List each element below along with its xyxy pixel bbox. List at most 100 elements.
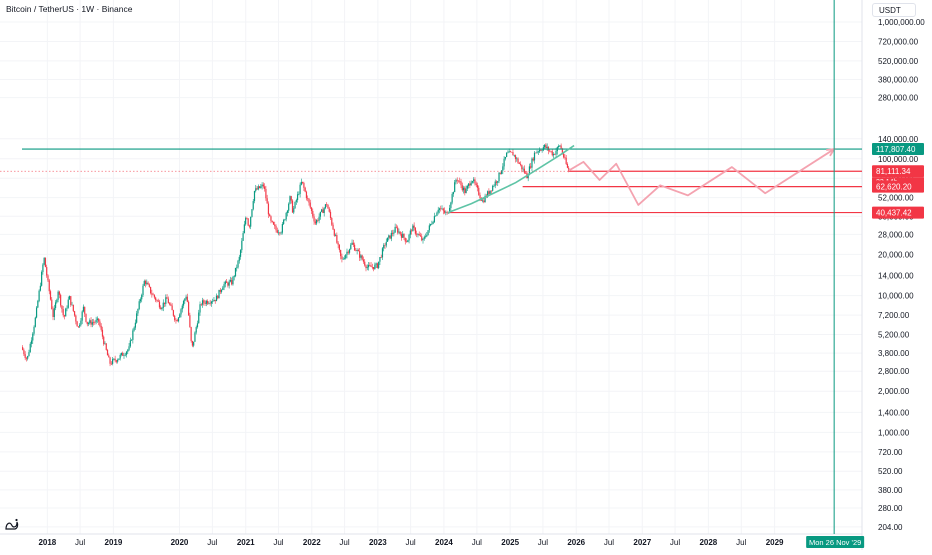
candle-body — [191, 340, 194, 346]
candle-body — [446, 212, 448, 214]
candle-body — [215, 295, 218, 302]
candle-body — [545, 144, 547, 148]
candle-body — [163, 302, 166, 304]
candle-body — [470, 182, 472, 186]
candle-body — [466, 185, 468, 189]
candle-body — [246, 218, 248, 219]
candle-body — [169, 303, 171, 305]
candle-body — [563, 153, 565, 158]
candle-body — [298, 193, 300, 195]
candle-body — [181, 305, 183, 310]
candle-body — [371, 266, 373, 268]
candle-body — [412, 225, 414, 232]
candle-body — [51, 299, 53, 310]
candle-body — [321, 209, 323, 212]
candle-body — [231, 280, 233, 285]
candle-body — [96, 318, 98, 320]
candle-body — [345, 254, 347, 259]
candle-body — [224, 281, 226, 285]
price-label-box — [872, 143, 924, 156]
price-label-text: 81,111.34 — [876, 167, 911, 176]
candle-body — [213, 299, 215, 302]
candle-body — [106, 349, 109, 356]
candle-body — [84, 306, 86, 314]
price-tick-label: 520,000.00 — [878, 57, 919, 66]
candle-body — [419, 235, 422, 237]
candle-body — [280, 232, 282, 234]
candle-body — [144, 280, 147, 284]
candle-body — [428, 225, 430, 231]
candle-body — [333, 229, 335, 236]
currency-selector[interactable]: USDT — [872, 3, 916, 17]
candle-body — [146, 282, 148, 284]
candle-body — [265, 188, 267, 199]
price-tick-label: 280.00 — [878, 504, 903, 513]
candle-body — [353, 244, 356, 251]
candle-body — [460, 181, 462, 186]
time-tick-label: 2023 — [369, 538, 387, 547]
candle-body — [25, 357, 28, 359]
price-tick-label: 720.00 — [878, 448, 903, 457]
candle-body — [348, 249, 351, 253]
candle-body — [449, 207, 451, 213]
candle-body — [86, 321, 88, 325]
candle-body — [103, 336, 105, 345]
candle-body — [402, 233, 404, 238]
candle-body — [308, 198, 310, 203]
candle-body — [362, 259, 365, 262]
candle-body — [66, 307, 68, 309]
price-tick-label: 380.00 — [878, 486, 903, 495]
candle-body — [464, 187, 466, 194]
candle-body — [274, 224, 276, 227]
candle-body — [28, 352, 30, 357]
candle-body — [375, 263, 377, 265]
candle-body — [256, 188, 258, 190]
candle-body — [326, 204, 328, 205]
candle-body — [57, 291, 59, 300]
candle-body — [286, 210, 289, 213]
candle-body — [80, 320, 82, 325]
candle-body — [341, 256, 343, 260]
time-tick-label: Jul — [472, 538, 482, 547]
time-scale: 2018 Jul 2019 2020 Jul 2021 Jul 2022 Jul 2023 Jul 2… — [0, 533, 862, 547]
candle-body — [305, 191, 308, 199]
candle-body — [236, 267, 238, 269]
candle-body — [190, 327, 192, 341]
time-tick-label: Jul — [538, 538, 548, 547]
candle-body — [314, 221, 316, 224]
candle-body — [132, 330, 134, 340]
candle-body — [450, 202, 452, 208]
candle-body — [219, 289, 221, 292]
candle-body — [422, 238, 424, 241]
candle-body — [277, 232, 280, 234]
candle-body — [110, 363, 112, 365]
price-tick-label: 280,000.00 — [878, 94, 919, 103]
candle-body — [408, 234, 410, 241]
candle-body — [442, 208, 444, 211]
candle-body — [340, 249, 342, 257]
candle-body — [347, 251, 349, 253]
candle-body — [188, 301, 190, 316]
price-label-box — [872, 180, 924, 193]
candle-body — [193, 341, 195, 346]
candle-body — [43, 257, 45, 265]
candle-body — [504, 157, 506, 159]
candle-body — [245, 218, 247, 225]
candle-body — [158, 301, 161, 308]
time-tick-label: Jul — [207, 538, 217, 547]
candle-body — [561, 148, 563, 154]
price-tick-label: 520.00 — [878, 467, 903, 476]
time-tick-label: 2019 — [105, 538, 123, 547]
candle-body — [359, 251, 361, 258]
candle-body — [285, 212, 287, 220]
time-tick-label: 2028 — [699, 538, 717, 547]
candle-body — [62, 309, 64, 316]
candle-body — [549, 150, 551, 152]
candle-body — [32, 333, 34, 341]
candle-body — [171, 305, 173, 311]
support-curve — [447, 144, 575, 214]
candle-body — [564, 157, 566, 158]
price-tick-label: 3,800.00 — [878, 349, 910, 358]
